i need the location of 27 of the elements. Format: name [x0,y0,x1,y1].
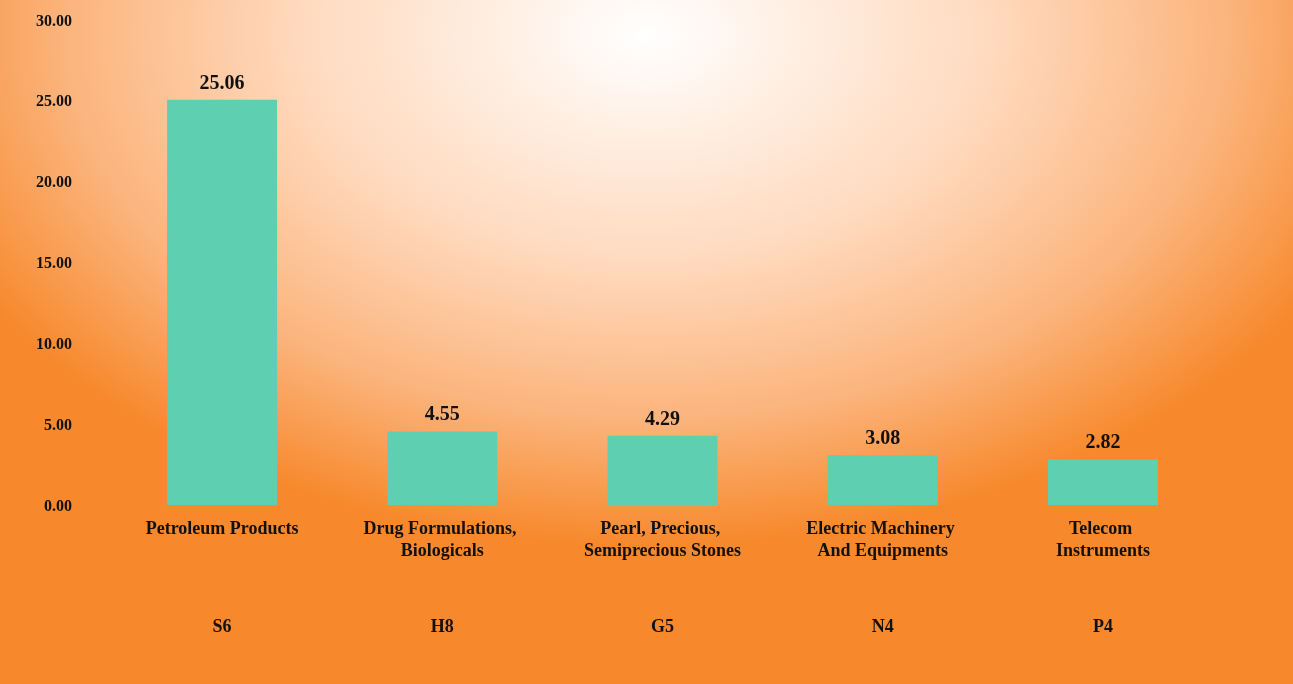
data-label: 4.29 [645,406,680,429]
x-tick-label: Telecom Instruments [1055,518,1150,560]
data-label: 25.06 [199,70,245,93]
bar [827,455,938,505]
x-tick-label: Electric Machinery And Equipments [806,518,960,560]
y-tick-label: 30.00 [36,11,72,29]
text: S6 [212,616,232,636]
y-tick-label: 20.00 [36,173,72,191]
bar [167,99,278,505]
y-tick-label: 15.00 [36,254,72,271]
x-tick-label: Pearl, Precious, Semiprecious Stones [583,518,742,560]
x-tick-label: Petroleum Products [145,518,299,538]
bar [607,435,718,505]
data-label: 3.08 [865,426,901,449]
data-label: 4.55 [424,402,460,425]
y-tick-label: 5.00 [44,415,72,433]
text: H8 [430,616,454,636]
y-tick-label: 0.00 [44,496,72,514]
bar [387,431,498,505]
text: P4 [1092,616,1113,636]
text: N4 [871,616,894,636]
y-tick-label: 10.00 [36,334,72,352]
x-tick-label: Drug Formulations, Biologicals [363,518,522,560]
bar [1047,459,1158,505]
text: G5 [650,616,675,636]
y-tick-label: 25.00 [36,92,72,110]
data-label: 2.82 [1085,430,1121,453]
